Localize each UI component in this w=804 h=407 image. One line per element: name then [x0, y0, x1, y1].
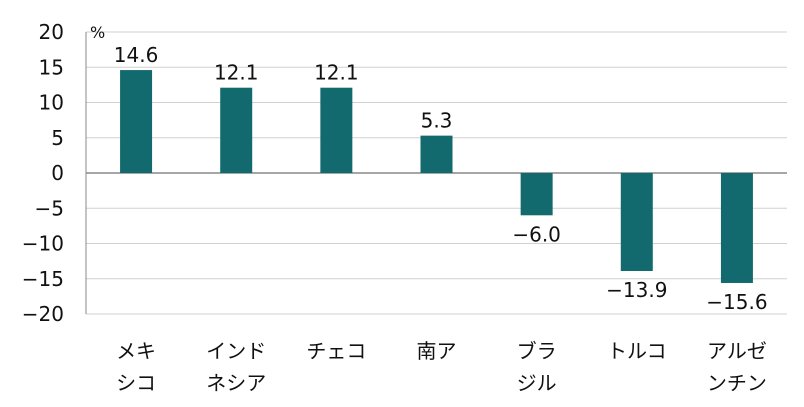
value-label: 14.6 — [114, 43, 159, 67]
bar — [620, 173, 653, 271]
y-tick-label: 15 — [39, 55, 64, 79]
x-tick-label: メキ — [116, 339, 156, 363]
y-tick-label: 5 — [51, 126, 64, 150]
x-tick-label: ンチン — [707, 371, 767, 395]
bar — [420, 135, 453, 173]
y-tick-label: −5 — [35, 196, 64, 220]
x-tick-label: インド — [206, 339, 266, 363]
x-tick-label: アルゼ — [707, 339, 767, 363]
value-label: 12.1 — [314, 61, 359, 85]
x-tick-label: トルコ — [607, 339, 667, 363]
bar — [320, 87, 353, 173]
bar — [720, 173, 753, 283]
y-tick-label: −10 — [22, 232, 64, 256]
x-tick-label: ジル — [517, 371, 557, 395]
y-tick-label: −20 — [22, 302, 64, 326]
unit-label: % — [90, 23, 105, 42]
y-tick-label: 0 — [51, 161, 64, 185]
x-tick-label: チェコ — [306, 339, 366, 363]
value-label: 12.1 — [214, 61, 259, 85]
x-tick-label: 南ア — [417, 339, 457, 363]
bars — [120, 70, 753, 283]
x-tick-label: シコ — [116, 371, 156, 395]
value-labels: 14.6 12.1 12.1 5.3 −6.0 −13.9 −15.6 — [114, 43, 768, 314]
y-axis-ticks: 20 15 10 5 0 −5 −10 −15 −20 — [22, 20, 64, 326]
bar — [220, 87, 253, 173]
value-label: 5.3 — [421, 109, 453, 133]
bar — [120, 70, 153, 173]
x-tick-label: ネシア — [206, 371, 266, 395]
value-label: −13.9 — [606, 278, 667, 302]
y-tick-label: 10 — [39, 91, 64, 115]
y-tick-label: −15 — [22, 267, 64, 291]
bar — [520, 173, 553, 216]
x-tick-label: ブラ — [517, 339, 557, 363]
y-tick-label: 20 — [39, 20, 64, 44]
value-label: −6.0 — [512, 222, 561, 246]
value-label: −15.6 — [706, 290, 767, 314]
